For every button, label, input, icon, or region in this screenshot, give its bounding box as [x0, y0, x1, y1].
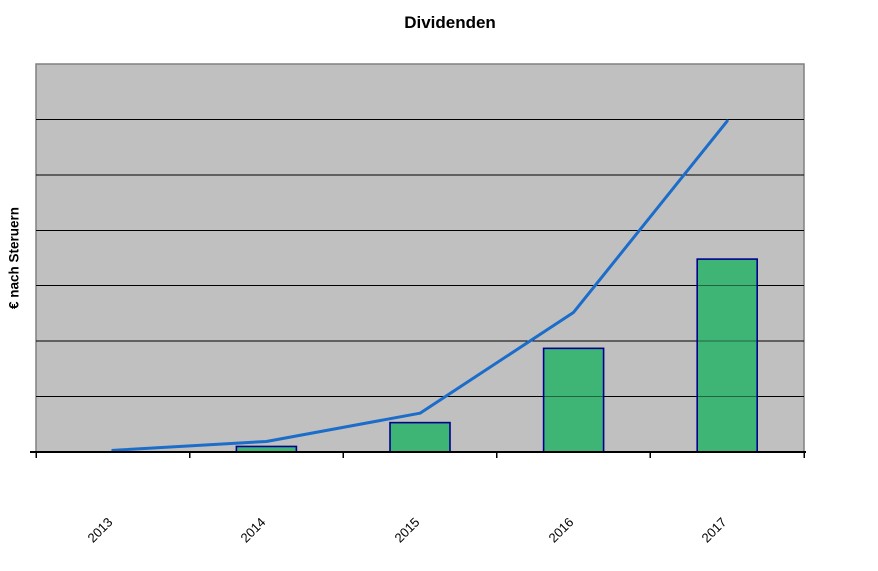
- line-series: [111, 119, 729, 452]
- bar-2015: [389, 421, 451, 453]
- bar-2017: [696, 258, 759, 453]
- chart-title: Dividenden: [404, 13, 496, 32]
- plot-background: [35, 63, 805, 453]
- bar-2016: [542, 347, 605, 453]
